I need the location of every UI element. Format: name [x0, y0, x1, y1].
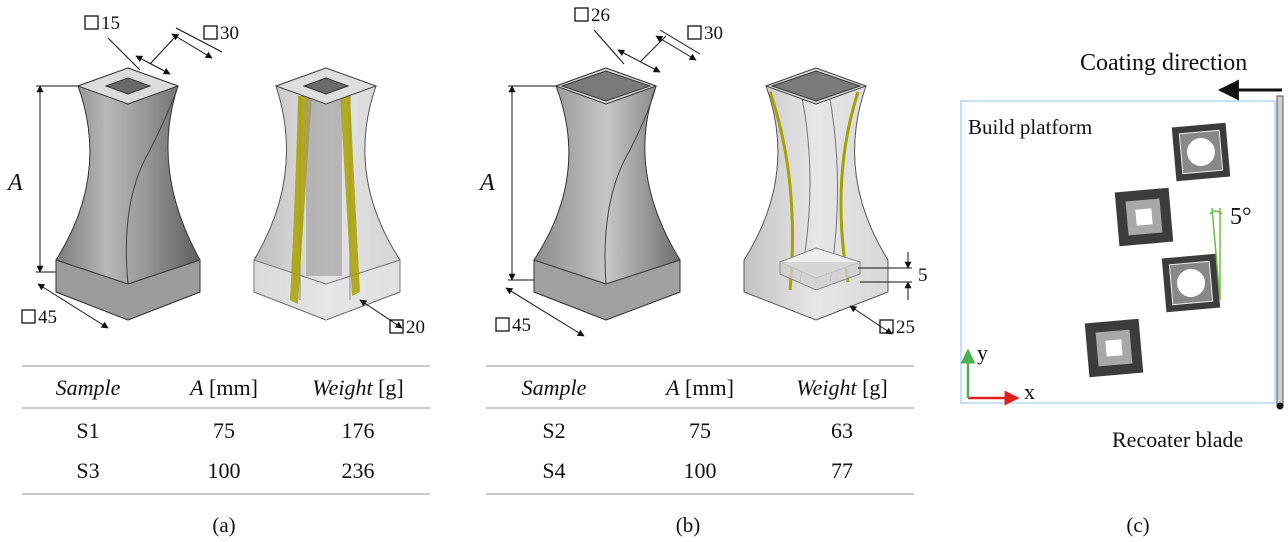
dim-top-outer-b: 30	[704, 23, 723, 44]
caption-c: (c)	[1126, 513, 1149, 537]
sample-top-view-2	[1114, 187, 1174, 247]
sample-cutaway-b	[743, 67, 889, 321]
table-cell: 176	[342, 418, 375, 443]
table-cell: 100	[684, 458, 717, 483]
sample-solid-b	[533, 67, 681, 321]
table-b-header-sample: Sample	[522, 375, 587, 400]
caption-a: (a)	[212, 513, 235, 537]
table-a-header-sample: Sample	[56, 375, 121, 400]
dim-base-a: 45	[38, 307, 57, 328]
axes-indicator: x y	[960, 340, 1035, 406]
table-cell: 236	[342, 458, 375, 483]
x-axis-label: x	[1024, 379, 1035, 404]
dim-plate-b: 5	[918, 265, 928, 286]
sample-cutaway-a	[253, 67, 401, 321]
dim-top-inner-a: 15	[101, 13, 120, 34]
table-cell: 75	[213, 418, 235, 443]
table-a: Sample A [mm] Weight [g] S1 75 176 S3 10…	[22, 365, 430, 495]
sample-top-view-4	[1084, 318, 1144, 378]
panel-a: 15 30 A 45 20 Sample A [mm] Weight [g] S…	[6, 13, 430, 537]
table-cell: 63	[831, 418, 853, 443]
dim-height-b: A	[478, 170, 495, 196]
table-a-header-weight: Weight [g]	[312, 375, 403, 400]
panel-b: 26 30 A 45 5 25 Sample A [mm] Weight [g]	[478, 5, 928, 537]
table-cell: S1	[76, 418, 99, 443]
table-cell: S2	[542, 418, 565, 443]
sample-solid-a	[55, 67, 201, 321]
panel-c: Coating direction Build platform Recoate…	[960, 50, 1284, 537]
table-cell: S3	[76, 458, 99, 483]
dimensions-a	[36, 27, 403, 329]
sample-top-view-1	[1171, 122, 1231, 182]
dimensions-b	[505, 29, 912, 337]
table-b-header-weight: Weight [g]	[796, 375, 887, 400]
dimension-labels-a: 15 30 A 45 20	[6, 13, 425, 338]
dim-top-inner-b: 26	[591, 5, 610, 26]
angle-annotation: 5°	[1209, 204, 1252, 301]
table-cell: 75	[689, 418, 711, 443]
recoater-blade-tip	[1276, 402, 1284, 410]
coating-direction-label: Coating direction	[1080, 50, 1247, 76]
table-cell: S4	[542, 458, 565, 483]
dim-top-outer-a: 30	[220, 23, 239, 44]
dim-base-inner-b: 25	[896, 317, 915, 338]
angle-label: 5°	[1230, 204, 1252, 230]
recoater-blade	[1276, 95, 1284, 407]
dim-height-a: A	[6, 170, 23, 196]
table-cell: 77	[831, 458, 853, 483]
sample-top-view-3	[1161, 253, 1221, 313]
y-axis-label: y	[977, 340, 988, 365]
table-b-header-a: A [mm]	[664, 375, 734, 400]
dimension-labels-b: 26 30 A 45 5 25	[478, 5, 928, 338]
table-a-header-a: A [mm]	[188, 375, 258, 400]
dim-base-inner-a: 20	[406, 317, 425, 338]
table-b: Sample A [mm] Weight [g] S2 75 63 S4 100…	[486, 365, 914, 495]
caption-b: (b)	[676, 513, 701, 537]
table-cell: 100	[208, 458, 241, 483]
build-platform-label: Build platform	[968, 115, 1092, 139]
recoater-blade-label: Recoater blade	[1112, 427, 1243, 452]
dim-base-b: 45	[512, 315, 531, 336]
